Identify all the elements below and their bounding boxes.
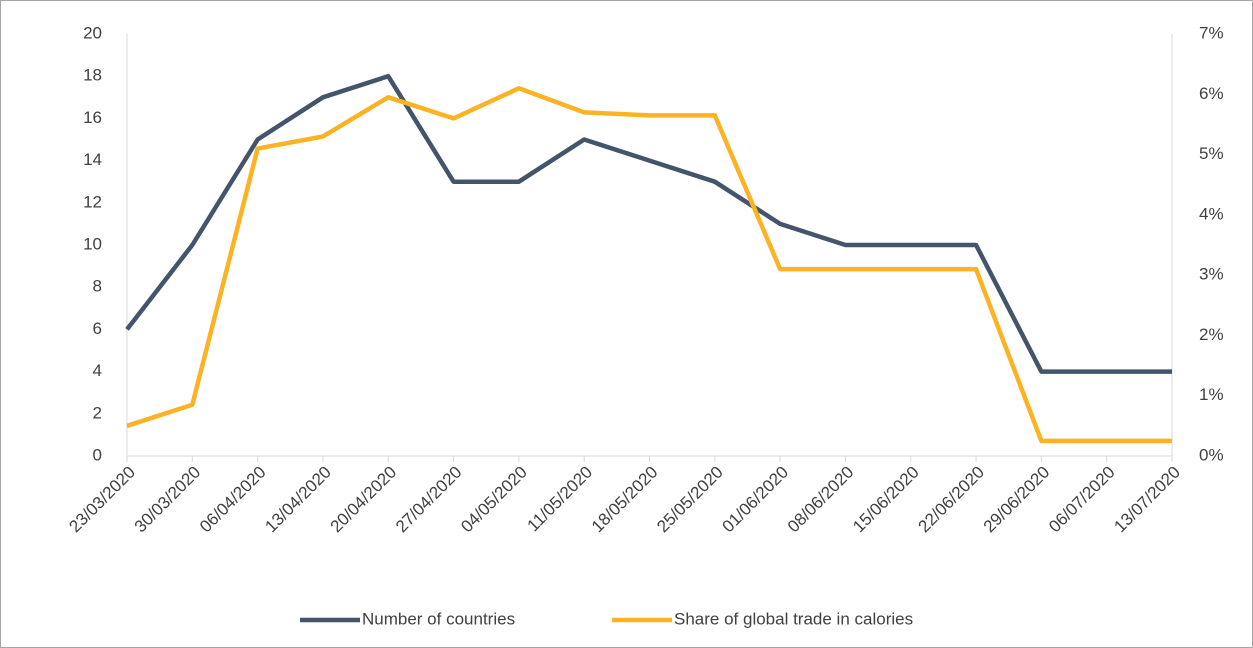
y2-tick-label: 3% [1199,265,1224,284]
y2-tick-label: 7% [1199,23,1224,42]
y-tick-label: 0 [93,445,102,464]
y-tick-label: 14 [83,150,102,169]
y2-tick-label: 0% [1199,445,1224,464]
y-tick-label: 20 [83,23,102,42]
y2-tick-label: 1% [1199,385,1224,404]
y2-tick-label: 5% [1199,144,1224,163]
y2-tick-label: 2% [1199,325,1224,344]
y-tick-label: 18 [83,66,102,85]
y-tick-label: 4 [93,361,102,380]
y-tick-label: 2 [93,403,102,422]
series-line [126,86,1172,444]
series-line [125,73,1172,374]
y-tick-label: 12 [83,192,102,211]
legend-label: Share of global trade in calories [674,609,913,628]
y2-tick-label: 6% [1199,84,1224,103]
y-tick-label: 16 [83,108,102,127]
y-tick-label: 10 [83,234,102,253]
legend-label: Number of countries [362,609,515,628]
y-tick-label: 6 [93,319,102,338]
y2-tick-label: 4% [1199,204,1224,223]
y-tick-label: 8 [93,277,102,296]
